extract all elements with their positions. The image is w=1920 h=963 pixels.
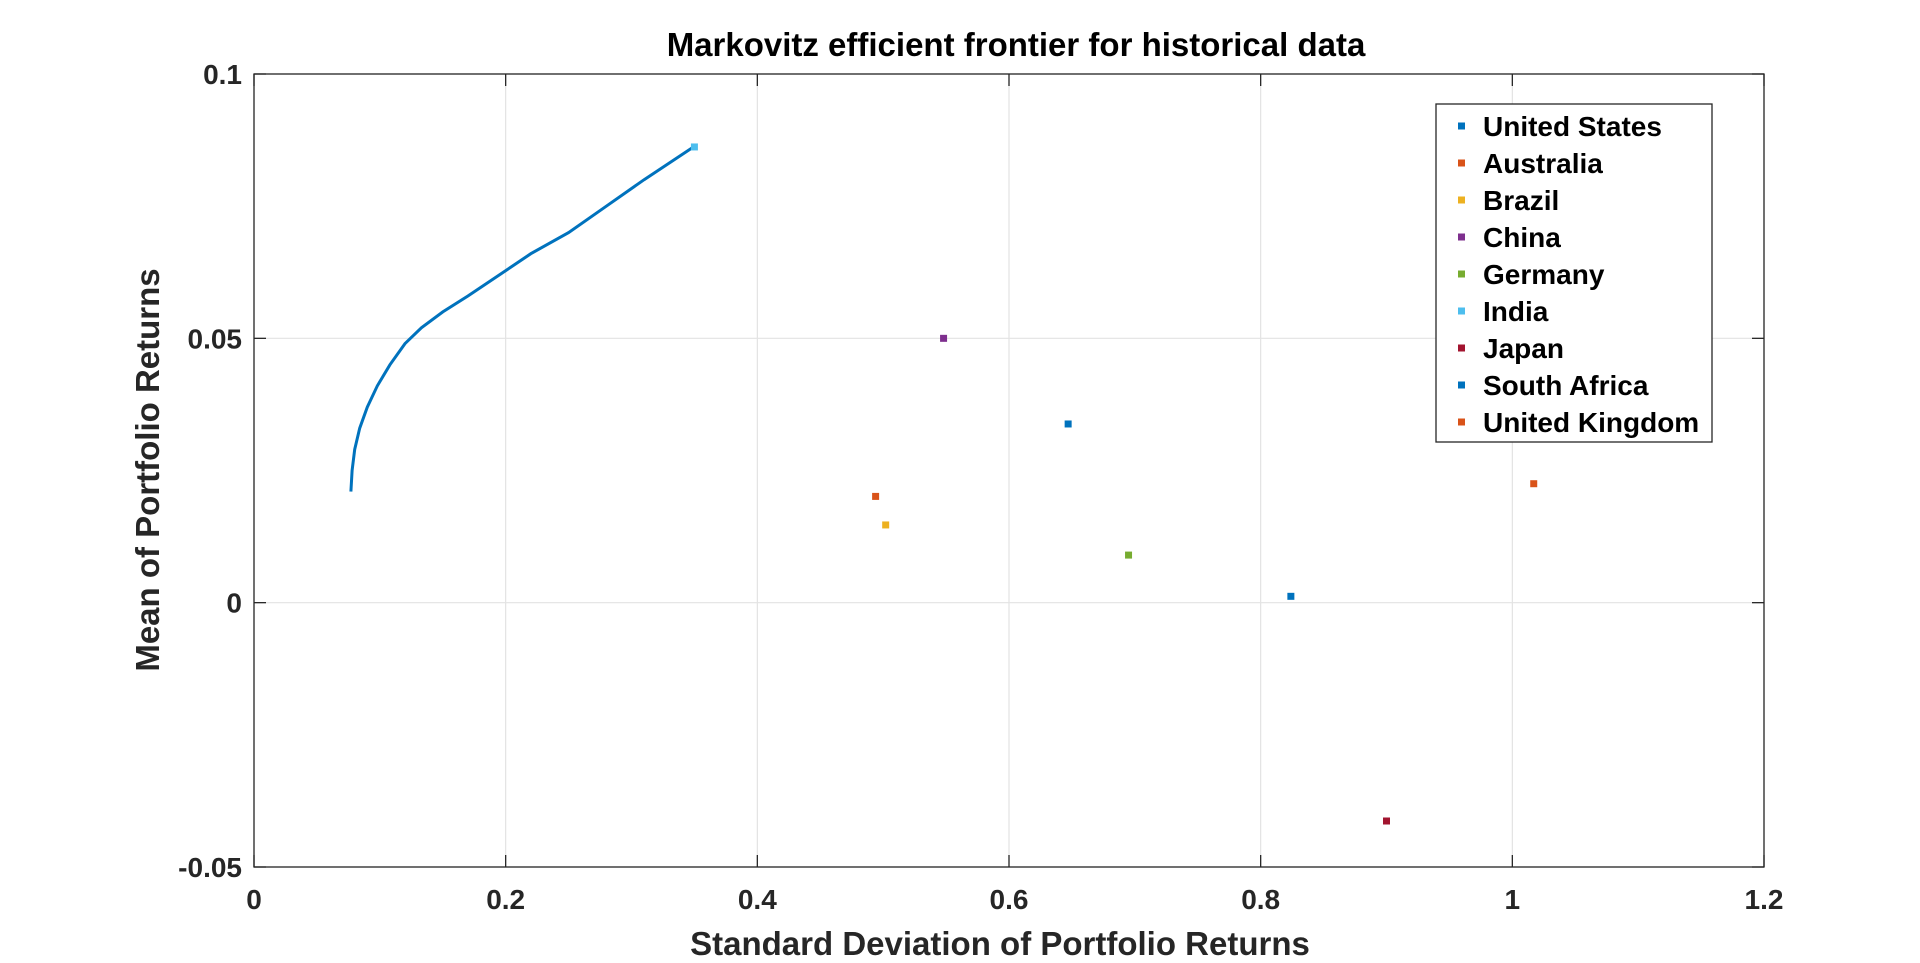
legend-marker-china: [1458, 233, 1465, 241]
legend[interactable]: United States Australia Brazil China Germany…: [1435, 103, 1713, 443]
axis-ticks: [253, 73, 1765, 868]
legend-label-united-states: United States: [1483, 111, 1662, 142]
x-tick-label: 0: [246, 884, 262, 915]
point-south-africa: [1287, 592, 1295, 600]
legend-marker-united-states: [1458, 122, 1465, 130]
legend-marker-germany: [1458, 270, 1465, 278]
x-tick-labels: 0 0.2 0.4 0.6 0.8 1 1.2: [246, 884, 1783, 915]
legend-label-brazil: Brazil: [1483, 185, 1559, 216]
point-united-kingdom: [1530, 480, 1538, 488]
legend-marker-australia: [1458, 159, 1465, 167]
x-tick-label: 0.8: [1241, 884, 1280, 915]
legend-marker-india: [1458, 307, 1465, 315]
legend-marker-united-kingdom: [1458, 418, 1465, 426]
point-brazil: [882, 521, 890, 529]
x-tick-label: 0.6: [990, 884, 1029, 915]
legend-items: United States Australia Brazil China Germany…: [1458, 111, 1699, 438]
x-tick-label: 0.2: [486, 884, 525, 915]
legend-label-united-kingdom: United Kingdom: [1483, 407, 1699, 438]
legend-box: [1435, 103, 1713, 443]
point-germany: [1125, 551, 1133, 559]
y-tick-labels: -0.05 0 0.05 0.1: [178, 59, 242, 883]
legend-label-india: India: [1483, 296, 1549, 327]
legend-marker-south-africa: [1458, 381, 1465, 389]
legend-marker-japan: [1458, 344, 1465, 352]
x-tick-label: 1: [1505, 884, 1521, 915]
y-tick-label: 0.05: [188, 323, 243, 354]
point-united-states: [1064, 420, 1072, 428]
legend-label-australia: Australia: [1483, 148, 1603, 179]
point-japan: [1383, 817, 1390, 825]
legend-label-china: China: [1483, 222, 1561, 253]
legend-marker-brazil: [1458, 196, 1465, 204]
y-tick-label: -0.05: [178, 852, 242, 883]
x-tick-label: 0.4: [738, 884, 777, 915]
x-axis-title: Standard Deviation of Portfolio Returns: [690, 925, 1310, 962]
legend-label-south-africa: South Africa: [1483, 370, 1649, 401]
point-china: [940, 334, 948, 342]
legend-label-germany: Germany: [1483, 259, 1605, 290]
y-axis-title: Mean of Portfolio Returns: [129, 268, 166, 671]
point-india: [690, 143, 698, 151]
y-tick-label: 0.1: [203, 59, 242, 90]
x-tick-label: 1.2: [1745, 884, 1784, 915]
country-points: [690, 143, 1538, 825]
point-australia: [872, 492, 880, 500]
chart-title: Markovitz efficient frontier for histori…: [667, 26, 1366, 63]
efficient-frontier-line: [349, 146, 693, 492]
y-tick-label: 0: [226, 588, 242, 619]
legend-label-japan: Japan: [1483, 333, 1564, 364]
